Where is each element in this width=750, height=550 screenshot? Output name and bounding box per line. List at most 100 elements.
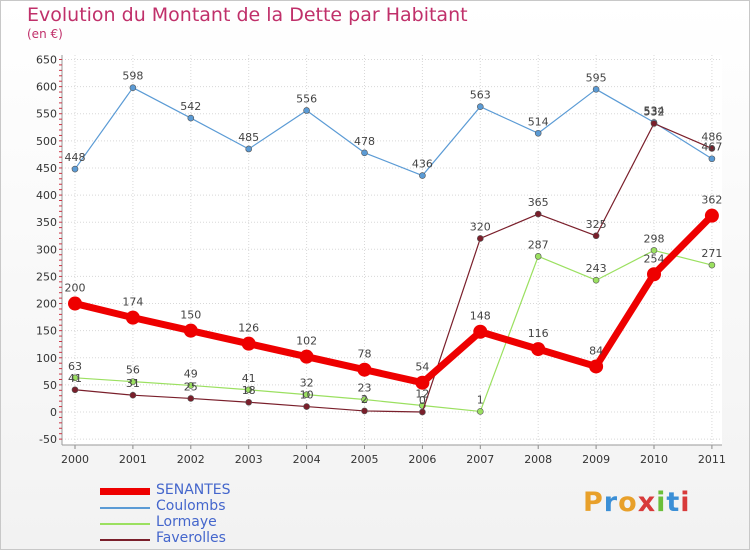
data-label-faverolles: 486 [701,130,722,143]
data-label-lormaye: 271 [701,247,722,260]
x-tick-label: 2002 [177,453,205,466]
data-label-faverolles: 25 [184,380,198,393]
logo-letter: P [583,487,604,518]
y-tick-label: 200 [36,298,57,311]
data-label-senantes: 54 [415,361,429,374]
data-point-senantes [704,208,719,223]
x-tick-label: 2006 [408,453,436,466]
y-tick-label: 150 [36,325,57,338]
logo-letter: x [637,487,657,518]
series-line-senantes [71,212,716,387]
y-tick-label: 300 [36,243,57,256]
data-label-lormaye: 243 [586,262,607,275]
data-label-coulombs: 478 [354,135,375,148]
proxiti-logo: Proxiti [583,487,691,518]
data-label-faverolles: 41 [68,372,82,385]
data-point-faverolles [71,386,79,394]
legend-item-lormaye: Lormaye [100,514,360,532]
data-label-lormaye: 287 [528,238,549,251]
data-point-coulombs [708,155,716,163]
data-label-coulombs: 563 [470,89,491,102]
x-tick-label: 2000 [61,453,89,466]
data-point-lormaye [129,378,137,385]
legend-swatch-faverolles [100,539,150,541]
data-point-faverolles [129,391,137,399]
data-label-coulombs: 514 [528,115,549,128]
data-label-coulombs: 485 [238,131,259,144]
data-label-senantes: 84 [589,344,603,357]
data-point-coulombs [476,103,484,110]
data-label-coulombs: 448 [65,151,86,164]
data-point-faverolles [187,395,195,402]
x-tick-label: 2001 [119,453,147,466]
data-point-coulombs [303,107,310,114]
data-label-faverolles: 18 [242,384,256,397]
data-point-lormaye [650,247,658,254]
data-point-lormaye [71,374,79,382]
y-tick-label: 450 [36,162,57,175]
data-label-coulombs: 598 [122,70,143,83]
data-label-senantes: 254 [644,252,665,265]
data-label-coulombs: 556 [296,92,317,105]
x-tick-label: 2010 [640,453,668,466]
plot-area [62,55,722,445]
data-point-senantes [589,359,604,374]
x-tick-label: 2011 [698,453,726,466]
logo-letter: o [618,487,638,518]
legend-item-coulombs: Coulombs [100,498,360,516]
legend-item-faverolles: Faverolles [100,530,360,548]
data-label-lormaye: 49 [184,367,198,380]
data-label-coulombs: 595 [586,71,607,84]
data-label-coulombs: 534 [644,104,665,117]
data-point-senantes [531,342,546,357]
logo-letter: i [656,487,667,518]
data-point-coulombs [71,165,79,173]
y-tick-label: 550 [36,108,57,121]
data-label-senantes: 102 [296,335,317,348]
data-point-lormaye [361,396,368,403]
y-tick-label: 250 [36,270,57,283]
logo-letter: t [666,487,681,518]
y-tick-label: 650 [36,54,57,67]
data-point-lormaye [476,408,484,415]
data-label-senantes: 200 [65,282,86,295]
data-point-coulombs [187,114,195,122]
y-tick-label: 400 [36,189,57,202]
legend-label-faverolles: Faverolles [156,530,226,546]
data-point-senantes [473,324,488,339]
data-label-faverolles: 2 [361,393,368,406]
data-label-coulombs: 436 [412,158,433,171]
data-point-senantes [183,323,198,338]
data-point-faverolles [303,403,310,410]
data-point-lormaye [187,382,195,389]
x-tick-label: 2008 [524,453,552,466]
data-point-lormaye [534,253,542,260]
data-label-lormaye: 298 [644,232,665,245]
data-point-faverolles [534,210,542,218]
x-tick-label: 2004 [293,453,321,466]
x-tick-label: 2007 [466,453,494,466]
data-point-faverolles [592,232,600,240]
data-point-senantes [241,336,256,351]
data-point-senantes [647,267,661,282]
data-label-faverolles: 31 [126,377,140,390]
data-point-faverolles [708,145,716,152]
data-point-coulombs [419,172,426,179]
data-label-coulombs: 467 [701,141,722,154]
data-label-senantes: 116 [528,327,549,340]
y-tick-label: 50 [43,379,57,392]
logo-letter: r [603,487,619,518]
y-tick-label: -50 [39,433,57,446]
x-tick-label: 2005 [351,453,379,466]
data-point-faverolles [245,398,252,406]
legend-item-senantes: SENANTES [100,482,360,500]
data-label-faverolles: 10 [300,389,314,402]
data-point-senantes [68,296,82,311]
data-point-senantes [299,349,314,364]
legend-swatch-senantes [100,488,150,495]
data-label-faverolles: 0 [419,394,426,407]
data-label-coulombs: 542 [180,100,201,113]
data-label-lormaye: 56 [126,364,140,377]
data-label-faverolles: 532 [644,105,665,118]
